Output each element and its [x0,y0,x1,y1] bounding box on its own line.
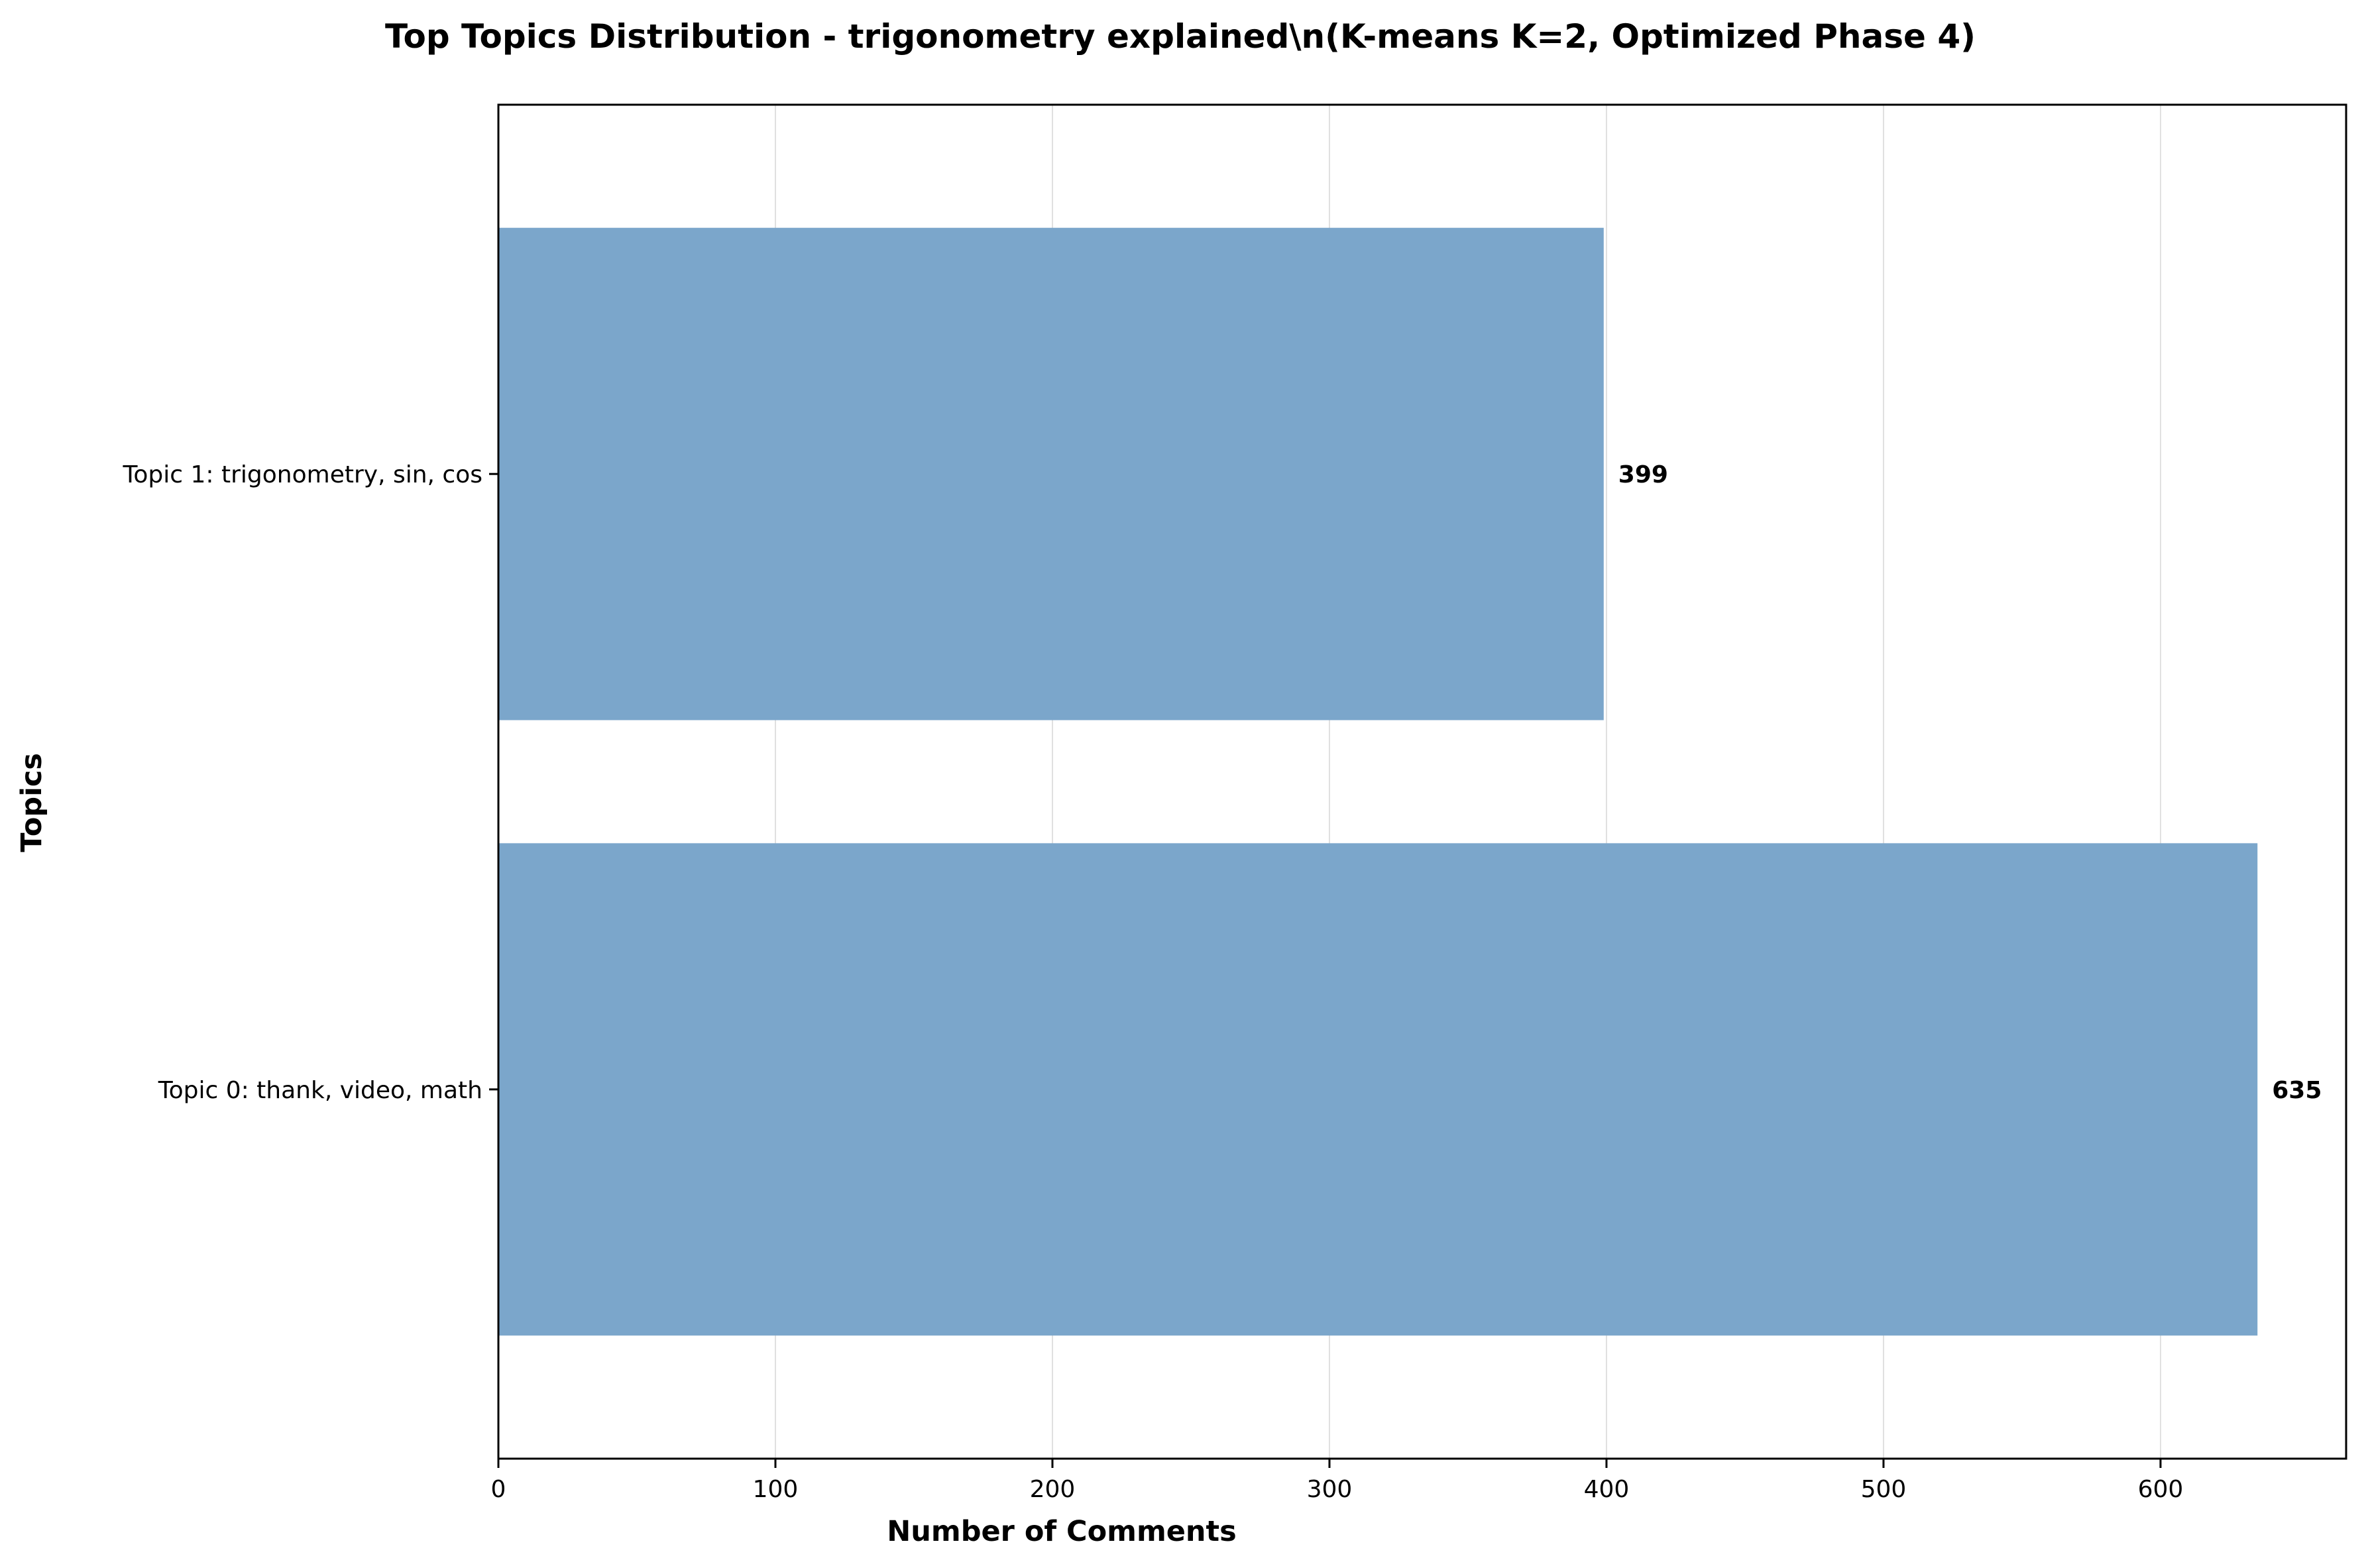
bar-value-label: 399 [1618,461,1668,488]
x-tick-label: 100 [753,1476,799,1503]
x-tick-label: 0 [491,1476,506,1503]
y-tick-label: Topic 1: trigonometry, sin, cos [123,461,482,488]
x-tick-label: 500 [1861,1476,1907,1503]
x-tick-label: 400 [1584,1476,1630,1503]
value-labels: 635 399 [1618,461,2322,1104]
bar-value-label: 635 [2272,1077,2322,1104]
plot-frame [497,103,2347,1460]
bar [498,843,2258,1336]
chart-title: Top Topics Distribution - trigonometry e… [385,17,1976,56]
x-tick-label: 200 [1030,1476,1076,1503]
x-tick-label: 600 [2138,1476,2184,1503]
bar [498,227,1604,720]
x-axis-ticks: 0 100 200 300 400 500 600 [491,1459,2184,1503]
y-axis-ticks: Topic 0: thank, video, math Topic 1: trig… [123,461,498,1104]
bars [498,227,2258,1336]
x-axis-label: Number of Comments [887,1515,1236,1548]
y-axis-label: Topics [15,753,48,852]
y-tick-label: Topic 0: thank, video, math [158,1077,482,1104]
x-tick-label: 300 [1307,1476,1353,1503]
